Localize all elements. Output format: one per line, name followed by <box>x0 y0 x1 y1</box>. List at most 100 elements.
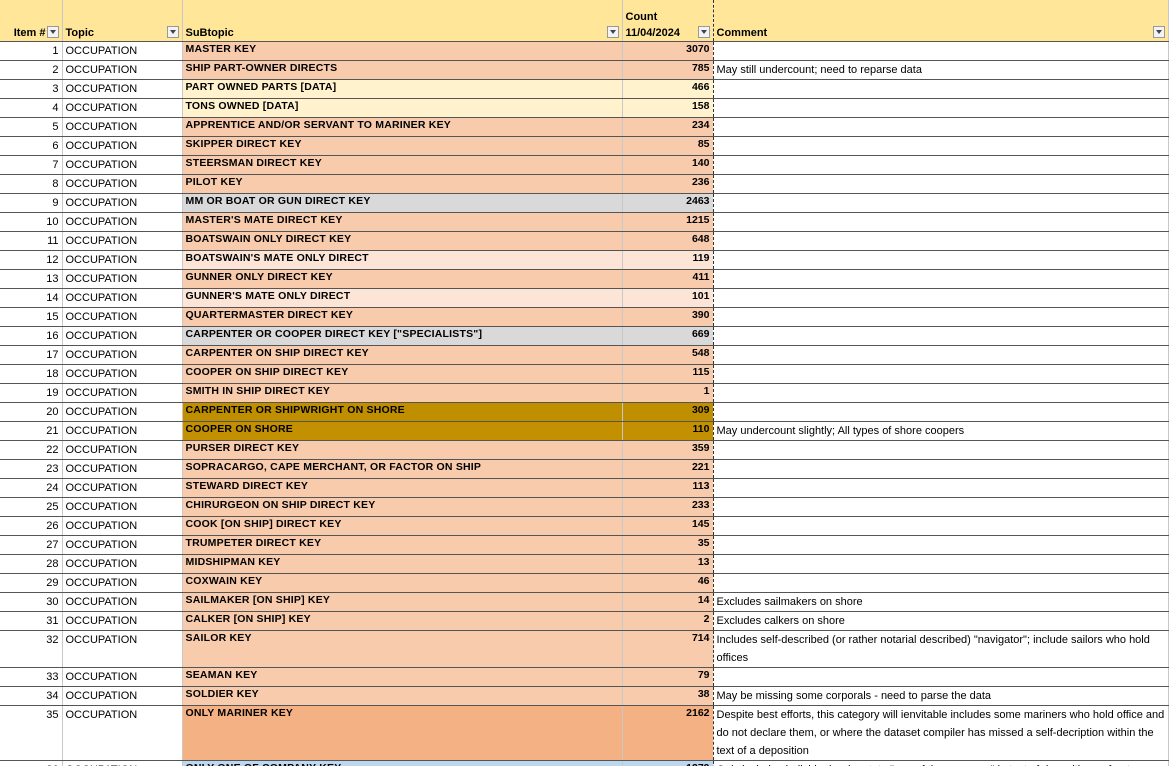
item-cell: 7 <box>0 155 63 175</box>
comment-cell <box>713 667 1169 687</box>
topic-cell: OCCUPATION <box>62 686 183 706</box>
item-cell: 36 <box>0 760 63 766</box>
subtopic-cell: TONS OWNED [DATA] <box>182 98 623 118</box>
table-row: 18 OCCUPATION COOPER ON SHIP DIRECT KEY 115 <box>0 364 1169 384</box>
header-cell: Topic <box>62 0 183 42</box>
item-cell: 14 <box>0 288 63 308</box>
topic-cell: OCCUPATION <box>62 41 183 61</box>
table-body: 1 OCCUPATION MASTER KEY 3070 2 OCCUPATION SHIP… <box>0 41 1169 766</box>
header-text: Count <box>625 11 658 23</box>
topic-cell: OCCUPATION <box>62 60 183 80</box>
topic-cell: OCCUPATION <box>62 136 183 156</box>
table-row: 9 OCCUPATION MM OR BOAT OR GUN DIRECT KEY 2… <box>0 193 1169 213</box>
subtopic-cell: SAILMAKER [ON SHIP] KEY <box>182 592 623 612</box>
table-row: 4 OCCUPATION TONS OWNED [DATA] 158 <box>0 98 1169 118</box>
subtopic-cell: ONLY MARINER KEY <box>182 705 623 761</box>
subtopic-cell: COOK [ON SHIP] DIRECT KEY <box>182 516 623 536</box>
subtopic-cell: BOATSWAIN'S MATE ONLY DIRECT <box>182 250 623 270</box>
count-cell: 1 <box>622 383 714 403</box>
count-cell: 3070 <box>622 41 714 61</box>
table-row: 33 OCCUPATION SEAMAN KEY 79 <box>0 667 1169 687</box>
header-text: Topic <box>65 27 95 39</box>
table-row: 16 OCCUPATION CARPENTER OR COOPER DIRECT K… <box>0 326 1169 346</box>
count-cell: 390 <box>622 307 714 327</box>
topic-cell: OCCUPATION <box>62 288 183 308</box>
table-row: 1 OCCUPATION MASTER KEY 3070 <box>0 41 1169 61</box>
comment-cell <box>713 573 1169 593</box>
count-cell: 140 <box>622 155 714 175</box>
filter-button[interactable] <box>46 26 59 38</box>
count-cell: 466 <box>622 79 714 99</box>
table-row: 14 OCCUPATION GUNNER'S MATE ONLY DIRECT 101 <box>0 288 1169 308</box>
topic-cell: OCCUPATION <box>62 79 183 99</box>
comment-cell <box>713 136 1169 156</box>
table-row: 15 OCCUPATION QUARTERMASTER DIRECT KEY 390 <box>0 307 1169 327</box>
topic-cell: OCCUPATION <box>62 383 183 403</box>
count-cell: 359 <box>622 440 714 460</box>
table-row: 11 OCCUPATION BOATSWAIN ONLY DIRECT KEY 648 <box>0 231 1169 251</box>
comment-cell <box>713 155 1169 175</box>
comment-cell <box>713 535 1169 555</box>
count-cell: 669 <box>622 326 714 346</box>
item-cell: 24 <box>0 478 63 498</box>
item-cell: 11 <box>0 231 63 251</box>
count-cell: 115 <box>622 364 714 384</box>
table-row: 13 OCCUPATION GUNNER ONLY DIRECT KEY 411 <box>0 269 1169 289</box>
subtopic-cell: CALKER [ON SHIP] KEY <box>182 611 623 631</box>
header-row: Item # Topic SuBtopic Count 11/04/2024 Co… <box>0 0 1169 42</box>
table-row: 8 OCCUPATION PILOT KEY 236 <box>0 174 1169 194</box>
comment-cell: Includes self-described (or rather notar… <box>713 630 1169 668</box>
subtopic-cell: MM OR BOAT OR GUN DIRECT KEY <box>182 193 623 213</box>
item-cell: 30 <box>0 592 63 612</box>
filter-button[interactable] <box>606 26 619 38</box>
topic-cell: OCCUPATION <box>62 212 183 232</box>
table-row: 36OCCUPATIONONLY ONE OF COMPANY KEY1279O… <box>0 760 1169 766</box>
item-cell: 5 <box>0 117 63 137</box>
subtopic-cell: MASTER'S MATE DIRECT KEY <box>182 212 623 232</box>
count-cell: 714 <box>622 630 714 668</box>
count-cell: 85 <box>622 136 714 156</box>
subtopic-cell: SOPRACARGO, CAPE MERCHANT, OR FACTOR ON … <box>182 459 623 479</box>
topic-cell: OCCUPATION <box>62 326 183 346</box>
header-text: Comment <box>716 27 768 39</box>
filter-button[interactable] <box>166 26 179 38</box>
table-row: 6 OCCUPATION SKIPPER DIRECT KEY 85 <box>0 136 1169 156</box>
comment-cell <box>713 193 1169 213</box>
subtopic-cell: SHIP PART-OWNER DIRECTS <box>182 60 623 80</box>
item-cell: 28 <box>0 554 63 574</box>
table-row: 32 OCCUPATION SAILOR KEY 714 Includes self-d… <box>0 630 1169 668</box>
count-cell: 2463 <box>622 193 714 213</box>
topic-cell: OCCUPATION <box>62 231 183 251</box>
topic-cell: OCCUPATION <box>62 760 183 766</box>
count-cell: 236 <box>622 174 714 194</box>
item-cell: 27 <box>0 535 63 555</box>
topic-cell: OCCUPATION <box>62 364 183 384</box>
subtopic-cell: QUARTERMASTER DIRECT KEY <box>182 307 623 327</box>
count-cell: 221 <box>622 459 714 479</box>
item-cell: 20 <box>0 402 63 422</box>
subtopic-cell: BOATSWAIN ONLY DIRECT KEY <box>182 231 623 251</box>
subtopic-cell: COOPER ON SHORE <box>182 421 623 441</box>
comment-cell: May be missing some corporals - need to … <box>713 686 1169 706</box>
filter-button[interactable] <box>697 26 710 38</box>
filter-button[interactable] <box>1152 26 1165 38</box>
topic-cell: OCCUPATION <box>62 98 183 118</box>
comment-cell: Despite best efforts, this category will… <box>713 705 1169 761</box>
topic-cell: OCCUPATION <box>62 497 183 517</box>
topic-cell: OCCUPATION <box>62 307 183 327</box>
topic-cell: OCCUPATION <box>62 155 183 175</box>
topic-cell: OCCUPATION <box>62 535 183 555</box>
count-cell: 1215 <box>622 212 714 232</box>
comment-cell <box>713 497 1169 517</box>
item-cell: 17 <box>0 345 63 365</box>
comment-cell <box>713 98 1169 118</box>
header-cell: Count 11/04/2024 <box>622 0 714 42</box>
topic-cell: OCCUPATION <box>62 345 183 365</box>
count-cell: 101 <box>622 288 714 308</box>
topic-cell: OCCUPATION <box>62 269 183 289</box>
count-cell: 233 <box>622 497 714 517</box>
table-row: 28 OCCUPATION MIDSHIPMAN KEY 13 <box>0 554 1169 574</box>
table-row: 5 OCCUPATION APPRENTICE AND/OR SERVANT TO … <box>0 117 1169 137</box>
comment-cell: Excludes calkers on shore <box>713 611 1169 631</box>
